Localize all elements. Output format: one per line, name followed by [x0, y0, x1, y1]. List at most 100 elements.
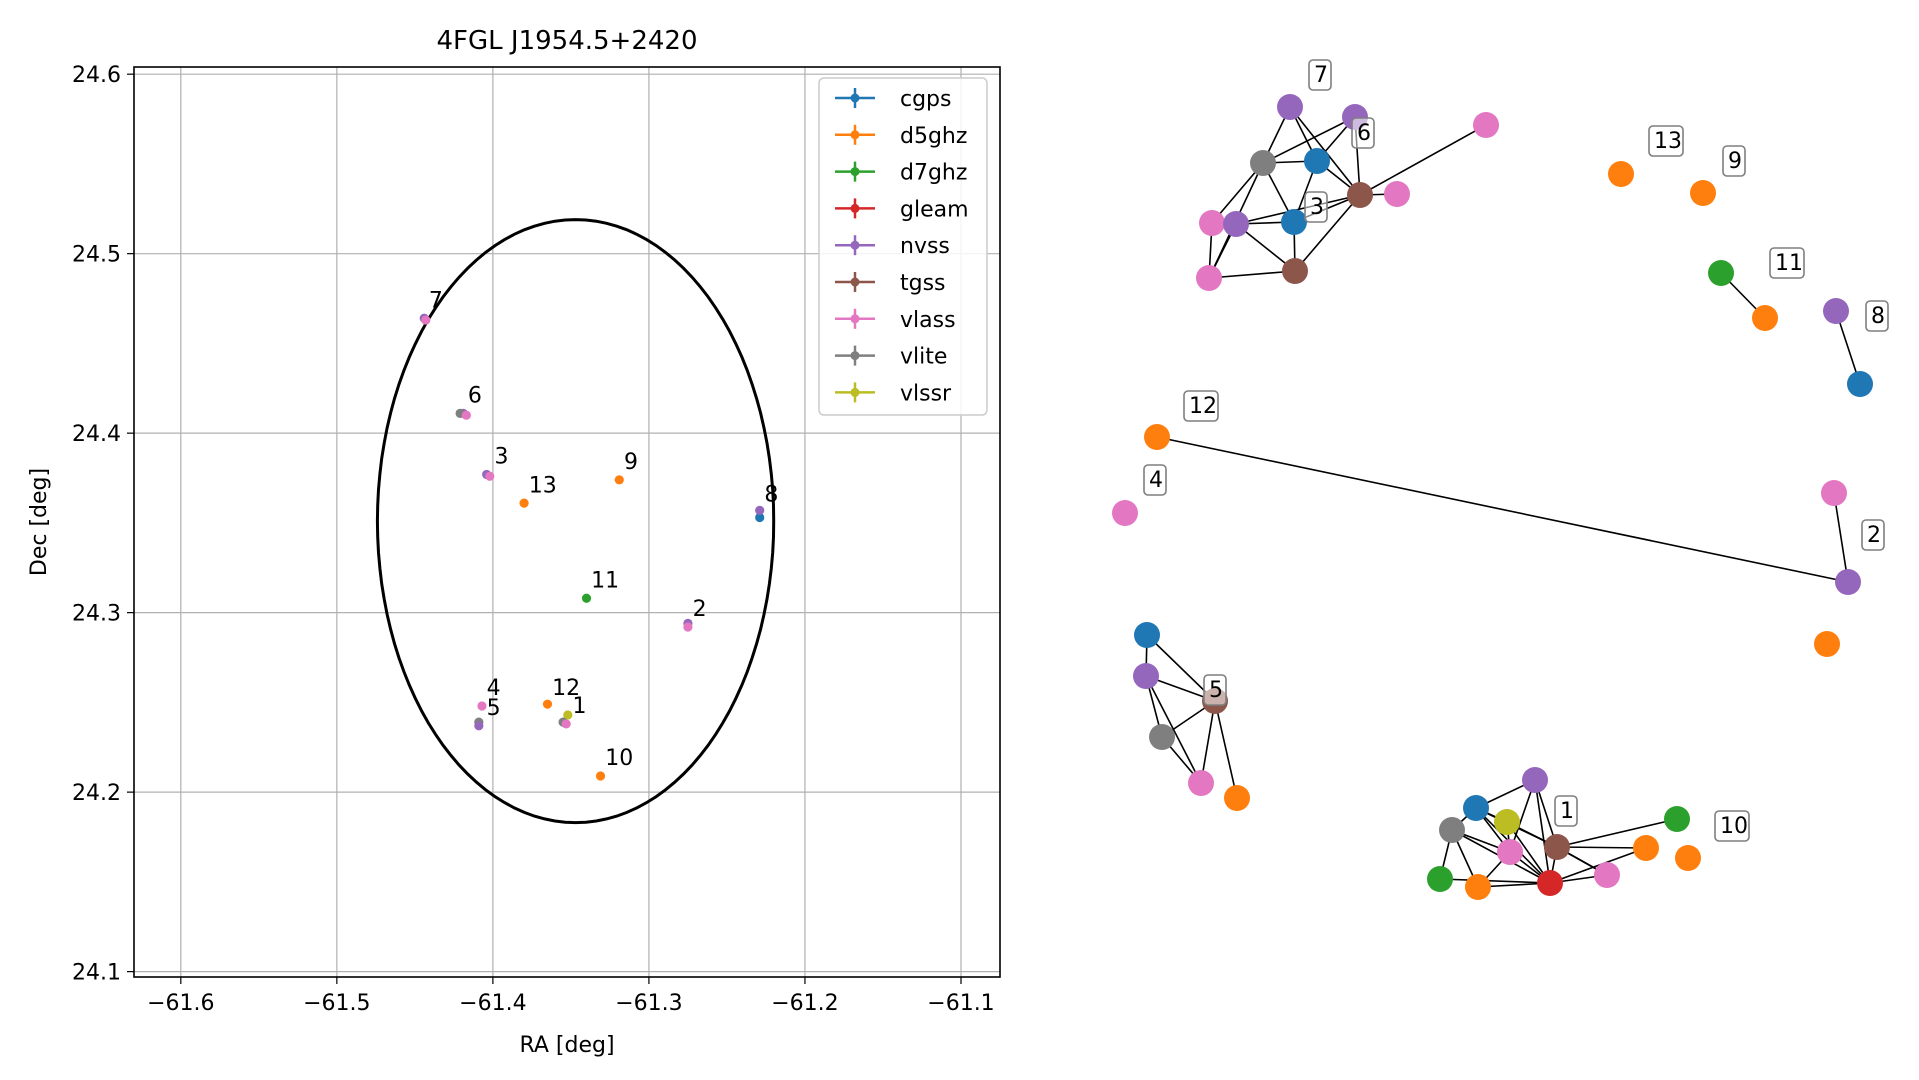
network-node-d7ghz	[1427, 866, 1453, 892]
x-tick-label: −61.5	[303, 991, 370, 1016]
network-group-label: 9	[1722, 145, 1746, 177]
label-box	[1203, 674, 1227, 706]
network-node-vlite	[1250, 150, 1276, 176]
network-node-vlite	[1439, 817, 1465, 843]
point-annotation: 8	[764, 482, 778, 507]
network-edge	[1208, 270, 1296, 279]
network-group-label: 12	[1183, 390, 1219, 422]
network-node-nvss	[1823, 298, 1849, 324]
network-node-gleam	[1537, 870, 1563, 896]
network-group-label: 7	[1308, 59, 1332, 91]
source-point-vlass	[485, 471, 495, 481]
network-node-nvss	[1835, 569, 1861, 595]
point-annotation: 3	[494, 445, 508, 470]
network-node-vlass	[1188, 770, 1214, 796]
network-edge	[1556, 846, 1647, 849]
point-annotation: 12	[552, 676, 580, 701]
legend-marker	[850, 240, 860, 250]
label-text: 1	[1560, 799, 1574, 824]
point-annotations: 7 6 3 13 9 8 11 2 4 12 5 1 10	[429, 289, 778, 772]
network-group-label: 11	[1769, 247, 1805, 279]
localization-ellipse	[375, 218, 776, 825]
legend-label: gleam	[900, 197, 969, 222]
label-box	[1722, 145, 1746, 177]
source-point-d7ghz	[581, 593, 592, 603]
network-group-label: 1	[1554, 795, 1578, 827]
network-node-d5ghz	[1675, 845, 1701, 871]
legend-item-tgss: tgss	[835, 271, 946, 296]
network-node-d5ghz	[1752, 305, 1778, 331]
label-box	[1648, 125, 1684, 157]
network-group-label: 3	[1304, 191, 1328, 223]
network-node-d5ghz	[1144, 424, 1170, 450]
point-annotation: 13	[529, 473, 557, 498]
plot-frame	[133, 66, 1001, 978]
network-edge	[1534, 779, 1551, 884]
x-axis-ticks: −61.6 −61.5 −61.4 −61.3 −61.2 −61.1	[147, 977, 995, 1016]
network-group-label: 8	[1865, 300, 1889, 332]
network-node-cgps	[1281, 209, 1307, 235]
legend-marker	[850, 387, 860, 397]
point-annotation: 10	[605, 746, 633, 771]
point-annotation: 7	[429, 289, 443, 314]
legend-label: tgss	[900, 271, 946, 296]
network-node-cgps	[1304, 148, 1330, 174]
point-annotation: 4	[487, 676, 501, 701]
y-tick-label: 24.1	[72, 961, 121, 986]
network-node-cgps	[1134, 622, 1160, 648]
network-node-vlssr	[1494, 809, 1520, 835]
network-group-label: 5	[1203, 674, 1227, 706]
network-group-label: 2	[1861, 519, 1885, 551]
x-tick-label: −61.4	[459, 991, 526, 1016]
network-node-vlite	[1149, 724, 1175, 750]
legend-item-gleam: gleam	[835, 197, 969, 222]
y-tick-label: 24.6	[72, 63, 121, 88]
label-box	[1861, 519, 1885, 551]
network-node-vlass	[1594, 862, 1620, 888]
legend-marker	[850, 277, 860, 287]
source-point-d5ghz	[542, 699, 553, 709]
network-node-vlass	[1821, 480, 1847, 506]
legend-label: nvss	[900, 234, 950, 259]
label-box	[1143, 464, 1167, 496]
network-edge	[1235, 194, 1361, 225]
network-edge	[1262, 116, 1356, 164]
x-tick-label: −61.2	[771, 991, 838, 1016]
network-group-label: 4	[1143, 464, 1167, 496]
network-node-d5ghz	[1690, 180, 1716, 206]
label-box	[1769, 247, 1805, 279]
network-node-tgss	[1347, 182, 1373, 208]
network-node-d5ghz	[1814, 631, 1840, 657]
legend-label: d5ghz	[900, 124, 967, 149]
network-node-nvss	[1277, 94, 1303, 120]
network-edge	[1556, 818, 1678, 848]
legend-item-d7ghz: d7ghz	[835, 161, 967, 186]
network-node-vlass	[1473, 112, 1499, 138]
x-tick-label: −61.6	[147, 991, 214, 1016]
network-edge	[1200, 700, 1216, 784]
network-group-label: 6	[1351, 117, 1375, 149]
legend-item-vlssr: vlssr	[835, 381, 952, 406]
network-node-nvss	[1133, 663, 1159, 689]
label-text: 4	[1149, 468, 1163, 493]
network-group-labels: 7 6 3 13 9 11 8 12 4 2 5 1 10	[1143, 59, 1889, 842]
label-box	[1304, 191, 1328, 223]
network-edge	[1549, 847, 1647, 884]
label-box	[1865, 300, 1889, 332]
point-annotation: 5	[487, 696, 501, 721]
label-text: 7	[1314, 63, 1328, 88]
legend-marker	[850, 314, 860, 324]
network-node-vlass	[1196, 265, 1222, 291]
label-box	[1554, 795, 1578, 827]
network-group-label: 10	[1714, 810, 1750, 842]
source-point-cgps	[755, 512, 765, 523]
source-point-vlass	[561, 719, 571, 729]
legend-marker	[850, 167, 860, 177]
network-node-d7ghz	[1664, 806, 1690, 832]
label-text: 6	[1357, 121, 1371, 146]
point-annotation: 9	[624, 450, 638, 475]
network-edge	[1359, 124, 1487, 196]
source-point-d5ghz	[614, 475, 624, 485]
x-tick-label: −61.3	[615, 991, 682, 1016]
x-tick-label: −61.1	[927, 991, 994, 1016]
